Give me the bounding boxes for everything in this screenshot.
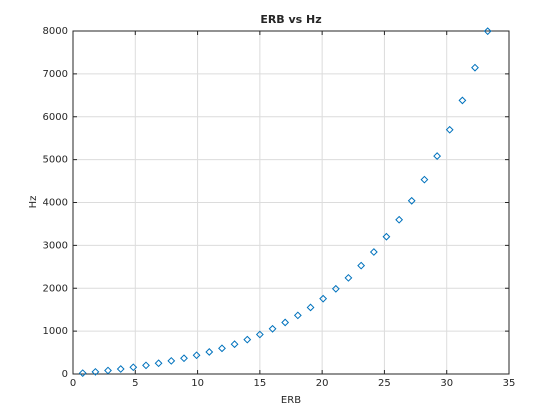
- y-tick-label: 2000: [43, 283, 68, 294]
- y-tick-label: 7000: [43, 69, 68, 80]
- x-tick-label: 10: [191, 378, 204, 389]
- marker: [268, 324, 277, 333]
- marker: [142, 361, 150, 370]
- marker: [205, 348, 214, 356]
- marker: [357, 261, 366, 270]
- marker: [230, 340, 239, 349]
- y-tick-label: 0: [62, 369, 68, 380]
- chart-title: ERB vs Hz: [260, 13, 321, 26]
- x-tick-label: 0: [70, 378, 76, 389]
- marker: [382, 232, 391, 241]
- marker: [420, 175, 429, 184]
- y-tick-label: 1000: [43, 326, 68, 337]
- x-tick-label: 15: [253, 378, 266, 389]
- marker: [91, 367, 100, 376]
- y-tick-label: 4000: [43, 198, 68, 209]
- marker: [218, 344, 226, 353]
- marker: [129, 363, 138, 372]
- marker: [154, 359, 163, 368]
- marker: [281, 318, 290, 327]
- marker: [192, 351, 201, 360]
- axes-box: [72, 30, 510, 375]
- marker: [78, 369, 87, 378]
- x-tick-label: 25: [378, 378, 391, 389]
- marker: [458, 96, 467, 105]
- x-tick-label: 20: [316, 378, 329, 389]
- y-tick-label: 5000: [43, 155, 68, 166]
- marker: [306, 303, 315, 312]
- marker: [445, 125, 454, 134]
- y-tick-label: 8000: [43, 26, 68, 37]
- y-tick-label: 6000: [43, 112, 68, 123]
- marker: [104, 366, 112, 375]
- x-tick-label: 5: [132, 378, 138, 389]
- marker: [433, 152, 442, 160]
- marker: [255, 330, 264, 339]
- marker: [407, 196, 416, 205]
- x-tick-label: 30: [440, 378, 453, 389]
- x-tick-label: 35: [503, 378, 516, 389]
- marker: [395, 215, 404, 224]
- marker: [319, 294, 328, 303]
- marker: [180, 354, 188, 363]
- marker: [344, 273, 353, 282]
- marker: [243, 335, 252, 344]
- marker: [116, 365, 125, 373]
- marker: [369, 248, 378, 256]
- y-tick-label: 3000: [43, 240, 68, 251]
- marker: [293, 311, 302, 320]
- marker: [167, 356, 176, 365]
- y-axis-label: Hz: [28, 196, 39, 209]
- x-axis-label: ERB: [281, 395, 301, 406]
- marker: [471, 63, 479, 72]
- marker: [331, 284, 340, 293]
- marker: [483, 27, 492, 36]
